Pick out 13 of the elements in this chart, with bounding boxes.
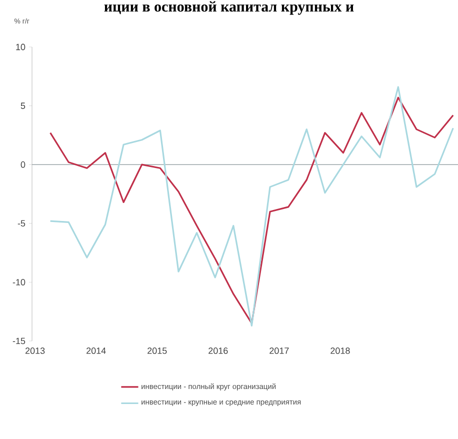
- x-tick-label: 2013: [26, 348, 45, 354]
- chart-title: иции в основной капитал крупных и: [104, 1, 354, 15]
- y-tick-label: 5: [20, 102, 26, 109]
- y-tick-label: -10: [12, 279, 26, 286]
- y-tick-label: 10: [16, 44, 26, 50]
- y-tick-label: -15: [12, 338, 26, 344]
- x-tick-label: 2016: [208, 348, 228, 354]
- x-tick-label: 2017: [270, 348, 289, 354]
- y-tick-label: -5: [18, 220, 26, 227]
- x-tick-label: 2015: [148, 348, 167, 354]
- y-tick-label: 0: [20, 161, 26, 168]
- x-tick-label: 2018: [330, 348, 350, 354]
- x-tick-label: 2014: [86, 348, 106, 354]
